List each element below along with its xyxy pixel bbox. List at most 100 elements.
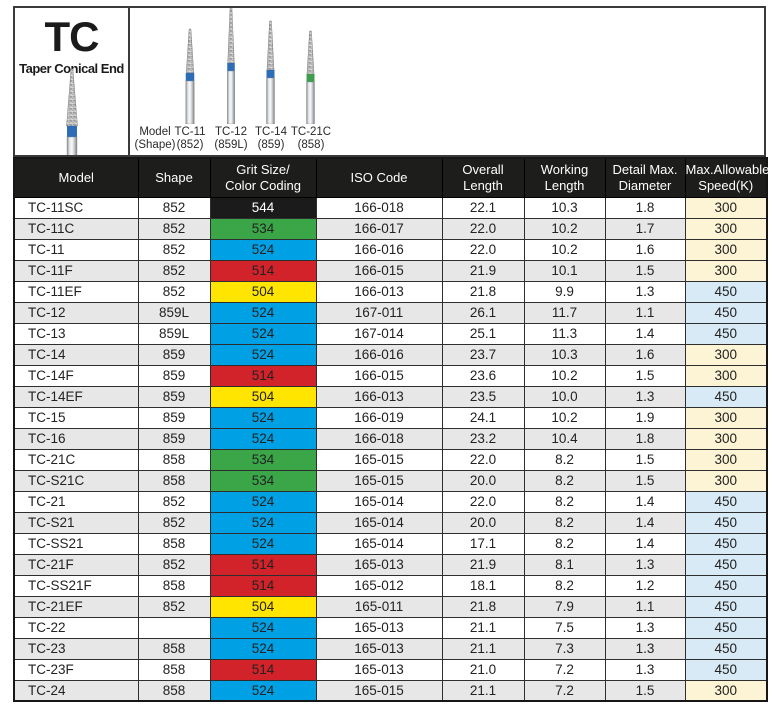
product-name: Taper Conical End xyxy=(19,61,124,76)
col-header-working-length: Working Length xyxy=(523,157,606,198)
cell-working-length: 8.1 xyxy=(523,553,606,576)
cell-max-allowable-speed: 450 xyxy=(684,322,768,345)
cell-grit-color-coding: 514 xyxy=(209,259,317,282)
spec-table: Model Shape Grit Size/Color Coding ISO C… xyxy=(13,157,769,702)
cell-iso-code: 166-016 xyxy=(315,238,443,261)
cell-overall-length: 22.0 xyxy=(441,490,525,513)
table-header: Model Shape Grit Size/Color Coding ISO C… xyxy=(13,157,769,198)
cell-detail-max-diameter: 1.9 xyxy=(604,406,686,429)
cell-iso-code: 166-013 xyxy=(315,280,443,303)
cell-model: TC-14F xyxy=(13,364,139,387)
cell-grit-color-coding: 524 xyxy=(209,511,317,534)
cell-model: TC-14EF xyxy=(13,385,139,408)
bur-illustration-tc14 xyxy=(261,20,280,129)
cell-iso-code: 166-018 xyxy=(315,427,443,450)
table-row: TC-23 858 524 165-013 21.1 7.3 1.3 450 xyxy=(13,637,768,660)
cell-grit-color-coding: 524 xyxy=(209,343,317,366)
cell-overall-length: 23.6 xyxy=(441,364,525,387)
cell-overall-length: 20.0 xyxy=(441,469,525,492)
cell-shape: 859L xyxy=(137,322,211,345)
cell-shape: 858 xyxy=(137,679,211,702)
cell-max-allowable-speed: 450 xyxy=(684,532,768,555)
cell-max-allowable-speed: 450 xyxy=(684,385,768,408)
table-row: TC-SS21F 858 514 165-012 18.1 8.2 1.2 45… xyxy=(13,574,768,597)
table-row: TC-11 852 524 166-016 22.0 10.2 1.6 300 xyxy=(13,238,768,261)
cell-overall-length: 21.1 xyxy=(441,616,525,639)
cell-grit-color-coding: 524 xyxy=(209,238,317,261)
cell-detail-max-diameter: 1.3 xyxy=(604,553,686,576)
cell-shape: 858 xyxy=(137,658,211,681)
cell-iso-code: 166-019 xyxy=(315,406,443,429)
cell-overall-length: 21.0 xyxy=(441,658,525,681)
cell-iso-code: 167-014 xyxy=(315,322,443,345)
cell-shape: 852 xyxy=(137,511,211,534)
table-row: TC-14 859 524 166-016 23.7 10.3 1.6 300 xyxy=(13,343,768,366)
cell-iso-code: 166-013 xyxy=(315,385,443,408)
cell-iso-code: 165-015 xyxy=(315,448,443,471)
cell-model: TC-24 xyxy=(13,679,139,702)
cell-shape: 859 xyxy=(137,364,211,387)
cell-grit-color-coding: 524 xyxy=(209,406,317,429)
cell-iso-code: 166-015 xyxy=(315,364,443,387)
cell-shape: 858 xyxy=(137,637,211,660)
table-row: TC-13 859L 524 167-014 25.1 11.3 1.4 450 xyxy=(13,322,768,345)
cell-iso-code: 165-012 xyxy=(315,574,443,597)
cell-model: TC-23 xyxy=(13,637,139,660)
cell-model: TC-21F xyxy=(13,553,139,576)
cell-detail-max-diameter: 1.4 xyxy=(604,322,686,345)
cell-shape: 858 xyxy=(137,574,211,597)
diagram-label-tc21c: TC-21C (858) xyxy=(290,125,332,151)
cell-shape: 852 xyxy=(137,259,211,282)
table-row: TC-21F 852 514 165-013 21.9 8.1 1.3 450 xyxy=(13,553,768,576)
cell-model: TC-21C xyxy=(13,448,139,471)
cell-model: TC-16 xyxy=(13,427,139,450)
bur-illustration-main xyxy=(58,68,86,155)
table-row: TC-16 859 524 166-018 23.2 10.4 1.8 300 xyxy=(13,427,768,450)
cell-overall-length: 20.0 xyxy=(441,511,525,534)
table-row: TC-14F 859 514 166-015 23.6 10.2 1.5 300 xyxy=(13,364,768,387)
cell-working-length: 10.1 xyxy=(523,259,606,282)
cell-working-length: 8.2 xyxy=(523,532,606,555)
cell-grit-color-coding: 534 xyxy=(209,469,317,492)
cell-shape: 858 xyxy=(137,532,211,555)
cell-shape xyxy=(137,616,211,639)
cell-working-length: 8.2 xyxy=(523,574,606,597)
cell-model: TC-S21 xyxy=(13,511,139,534)
cell-overall-length: 23.7 xyxy=(441,343,525,366)
cell-working-length: 10.3 xyxy=(523,343,606,366)
cell-overall-length: 17.1 xyxy=(441,532,525,555)
cell-model: TC-13 xyxy=(13,322,139,345)
cell-shape: 858 xyxy=(137,469,211,492)
cell-shape: 859L xyxy=(137,301,211,324)
cell-overall-length: 22.1 xyxy=(441,196,525,219)
cell-iso-code: 165-013 xyxy=(315,637,443,660)
cell-iso-code: 166-016 xyxy=(315,343,443,366)
cell-max-allowable-speed: 300 xyxy=(684,217,768,240)
cell-detail-max-diameter: 1.3 xyxy=(604,658,686,681)
cell-model: TC-21EF xyxy=(13,595,139,618)
cell-shape: 859 xyxy=(137,343,211,366)
cell-detail-max-diameter: 1.1 xyxy=(604,301,686,324)
cell-detail-max-diameter: 1.8 xyxy=(604,196,686,219)
cell-shape: 852 xyxy=(137,595,211,618)
cell-iso-code: 165-013 xyxy=(315,616,443,639)
cell-grit-color-coding: 524 xyxy=(209,427,317,450)
cell-working-length: 11.7 xyxy=(523,301,606,324)
cell-grit-color-coding: 524 xyxy=(209,301,317,324)
table-row: TC-21EF 852 504 165-011 21.8 7.9 1.1 450 xyxy=(13,595,768,618)
cell-grit-color-coding: 514 xyxy=(209,574,317,597)
cell-model: TC-22 xyxy=(13,616,139,639)
cell-grit-color-coding: 514 xyxy=(209,553,317,576)
cell-iso-code: 166-015 xyxy=(315,259,443,282)
cell-iso-code: 165-015 xyxy=(315,469,443,492)
cell-overall-length: 21.1 xyxy=(441,637,525,660)
cell-grit-color-coding: 514 xyxy=(209,658,317,681)
table-row: TC-S21C 858 534 165-015 20.0 8.2 1.5 300 xyxy=(13,469,768,492)
cell-overall-length: 21.9 xyxy=(441,259,525,282)
cell-grit-color-coding: 514 xyxy=(209,364,317,387)
table-row: TC-15 859 524 166-019 24.1 10.2 1.9 300 xyxy=(13,406,768,429)
bur-diagram-box: Model (Shape) TC-11 (852) TC-12 (859L) T… xyxy=(130,6,766,157)
col-header-max-allowable-speed: Max.Allowable Speed(K) xyxy=(684,157,769,198)
cell-max-allowable-speed: 450 xyxy=(684,490,768,513)
bur-illustration-tc21c xyxy=(301,30,320,129)
